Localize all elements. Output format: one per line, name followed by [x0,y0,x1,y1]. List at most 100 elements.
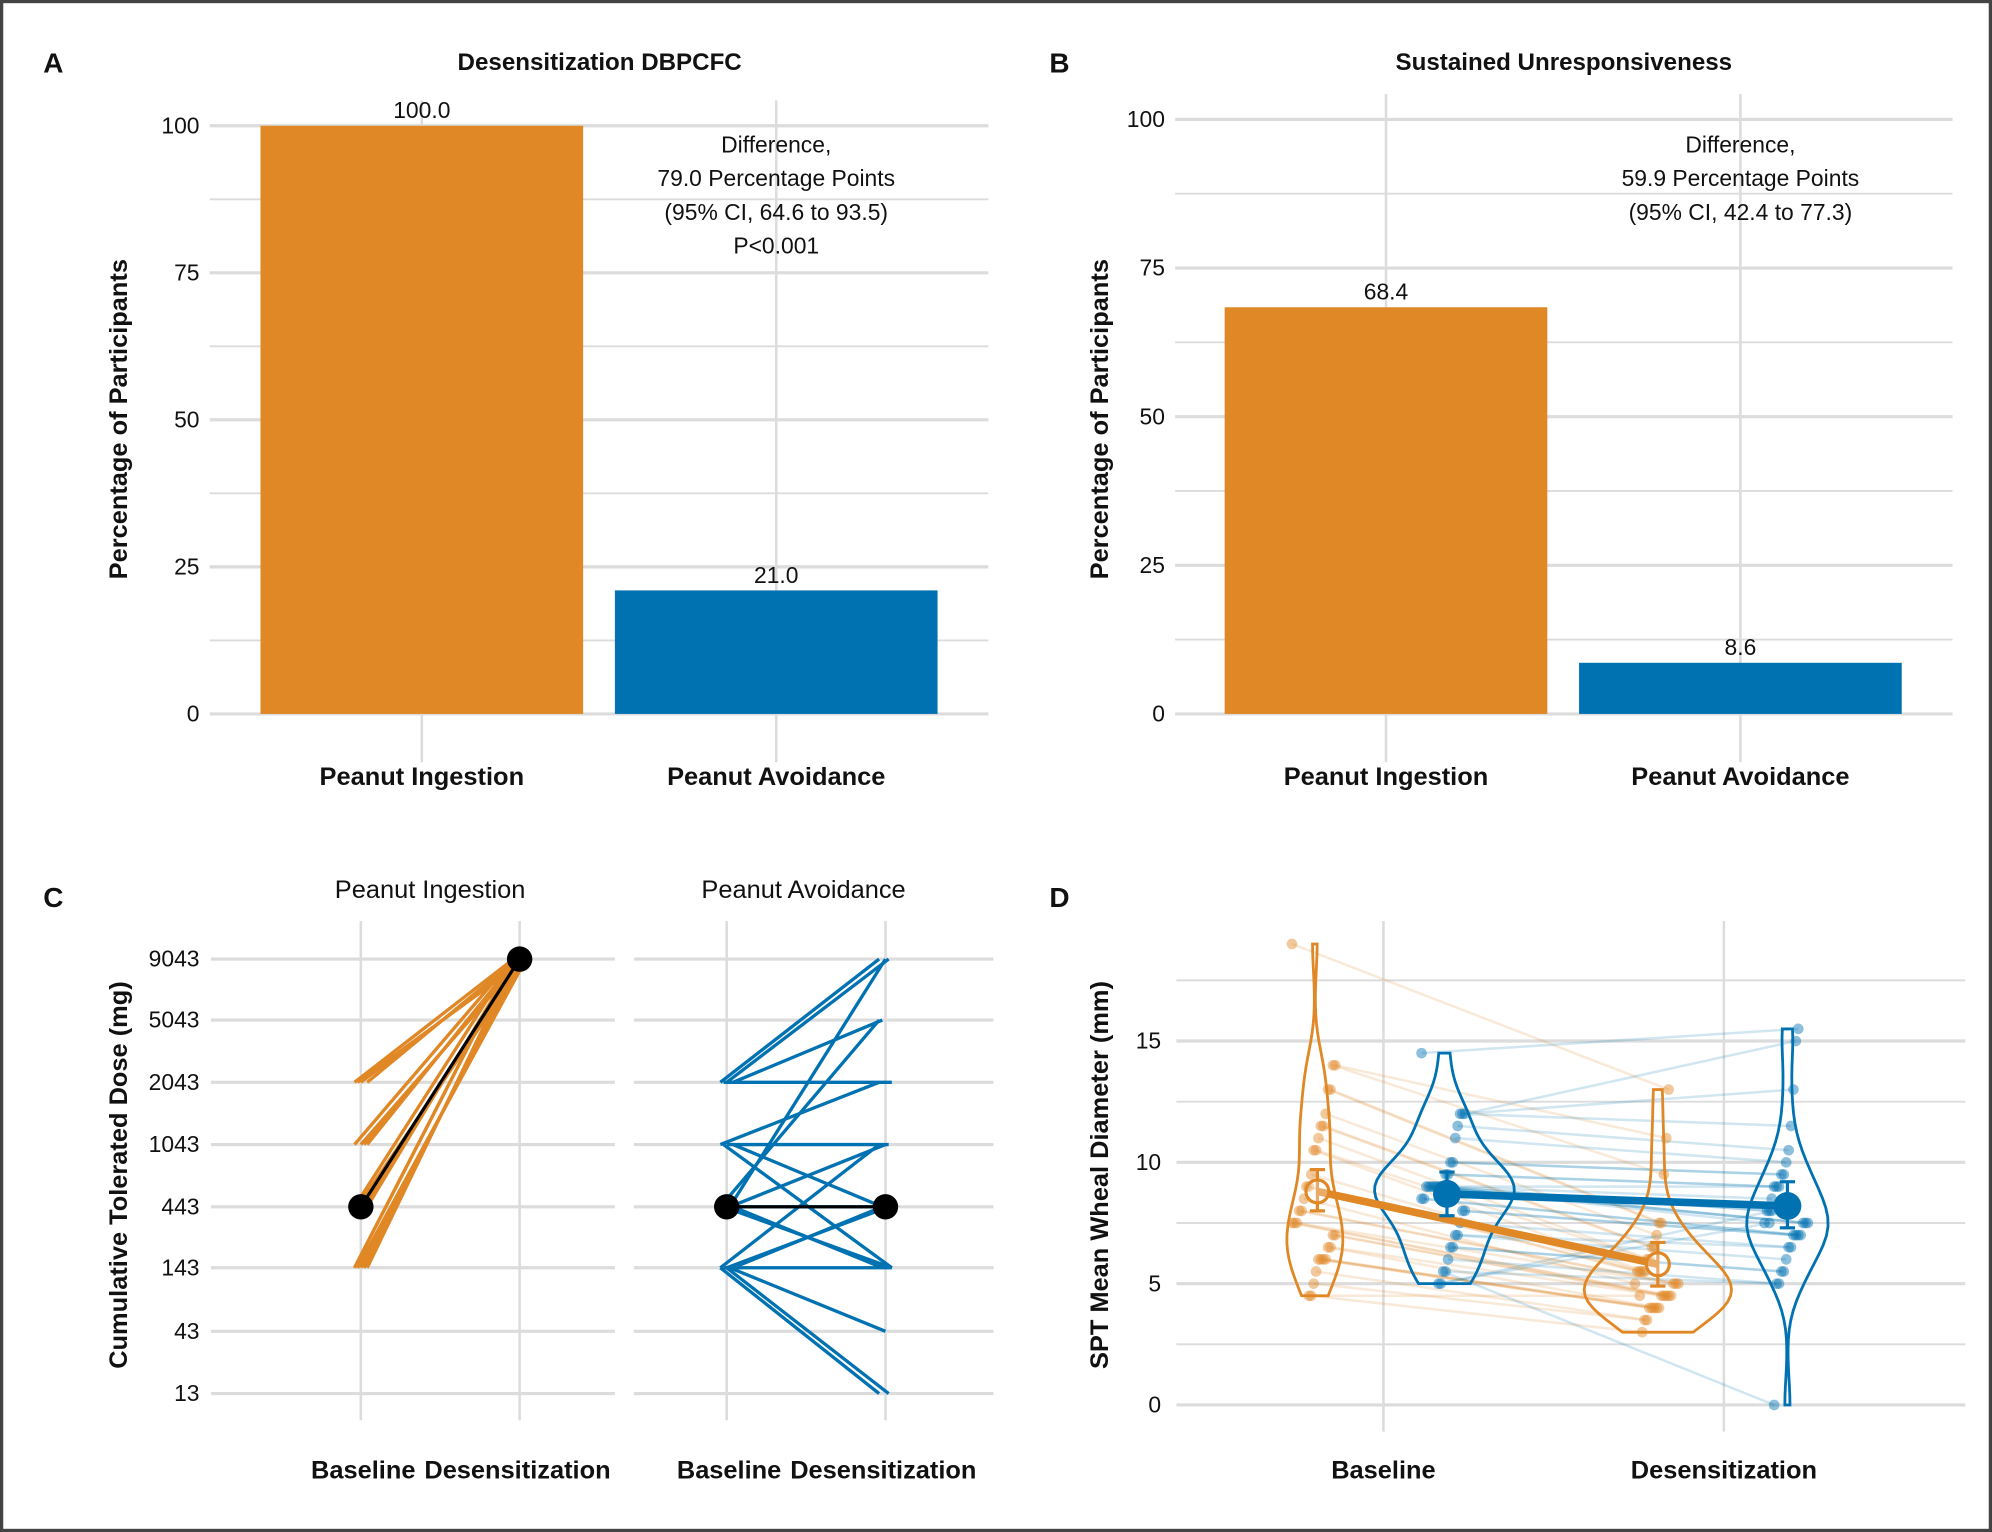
mean-point [1304,1178,1331,1205]
difference-annotation: (95% CI, 42.4 to 77.3) [1629,199,1853,225]
participant-line [1325,1112,1658,1237]
data-point [1416,1193,1427,1205]
panel-title: Desensitization DBPCFC [458,49,742,76]
panel-title: Sustained Unresponsiveness [1396,49,1733,76]
data-point [1778,1266,1790,1277]
data-point [1445,1157,1456,1168]
bar-ingestion [260,125,584,714]
data-point [1651,1302,1662,1314]
data-point [1308,1278,1319,1289]
mean-point [1644,1251,1671,1278]
y-tick-label: 100 [161,112,199,138]
participant-line [1315,1149,1648,1261]
data-point [1660,1290,1672,1302]
data-point [1449,1132,1461,1144]
data-point [1776,1169,1787,1180]
participant-line [719,1266,881,1395]
participant-line [1332,1233,1665,1298]
participant-line [1315,1270,1648,1322]
data-point [1322,1084,1334,1095]
data-point [1636,1326,1648,1338]
difference-annotation: P<0.001 [733,232,819,258]
data-point [1632,1266,1643,1277]
participant-line [729,1143,887,1209]
bar-value-label: 21.0 [754,562,799,588]
participant-line [1462,1209,1794,1237]
y-tick-label: 15 [1136,1028,1161,1054]
participant-line [1325,1258,1657,1310]
data-point [1790,1229,1802,1241]
x-category-label: Peanut Ingestion [1284,763,1489,791]
data-point [1308,1144,1319,1156]
x-category-label: Peanut Avoidance [1631,763,1849,791]
y-tick-label: 100 [1127,106,1165,132]
data-point [1795,1229,1806,1241]
data-point [1313,1132,1324,1144]
data-point [1459,1205,1471,1217]
data-point [1457,1108,1468,1120]
data-point [1435,1278,1447,1289]
participant-line [1291,1221,1669,1298]
data-point [1802,1217,1814,1229]
data-point [1442,1254,1454,1265]
x-category-label: Baseline [311,1457,415,1485]
data-point [1651,1229,1662,1241]
participant-line [1332,1064,1665,1176]
mean-trend-line [1446,1190,1788,1210]
data-point [1780,1157,1792,1168]
y-tick-label: 143 [161,1254,199,1280]
participant-line [725,957,890,1084]
data-point [1646,1241,1658,1253]
data-point [1289,1217,1300,1229]
data-point [1783,1144,1794,1156]
participant-line [1335,1064,1667,1140]
data-point [1773,1278,1785,1289]
difference-annotation: 79.0 Percentage Points [657,165,895,191]
y-tick-label: 13 [174,1380,199,1406]
participant-line [1457,1124,1789,1152]
participant-line [1323,1258,1655,1310]
data-point [1423,1181,1435,1192]
data-point [1452,1120,1463,1132]
data-point [1305,1290,1317,1302]
y-tick-label: 50 [174,406,199,432]
panel-letter-c: C [43,882,63,913]
data-point [1663,1290,1675,1302]
bar-value-label: 100.0 [393,97,450,123]
y-tick-label: 75 [1140,255,1165,281]
data-point [1315,1120,1327,1132]
data-point [1327,1229,1339,1241]
participant-line [362,958,522,1269]
participant-line [1330,1246,1662,1298]
data-point [1797,1217,1809,1229]
median-point [506,946,533,972]
data-point [1764,1217,1775,1229]
participant-line [1313,1282,1645,1322]
x-category-label: Baseline [677,1457,781,1485]
data-point [1636,1266,1648,1277]
panel-letter-b: B [1049,47,1069,78]
participant-line [732,1205,883,1270]
data-point [1644,1302,1655,1314]
y-tick-label: 43 [174,1318,199,1344]
panel-d: 0 5 10 15 Baseline Desensitization SPT Mean Wh… [1086,920,1966,1485]
data-point [1788,1229,1799,1241]
participant-line [1457,1233,1789,1249]
data-point [1433,1278,1444,1289]
data-point [1327,1059,1339,1071]
participant-line [1423,1197,1801,1237]
median-line [359,958,521,1208]
data-point [1658,1290,1670,1302]
data-point [1629,1278,1641,1289]
x-category-label: Peanut Avoidance [667,763,885,791]
bar-avoidance [614,590,938,714]
data-point [1658,1169,1670,1180]
participant-line [719,1018,881,1208]
median-point [713,1194,740,1220]
data-point [1653,1302,1665,1314]
panel-a: 0 25 50 75 100 100.0 Peanut Ingestion 21.0 Peanu… [105,49,989,791]
data-point [1322,1241,1334,1253]
data-point [1317,1254,1329,1265]
participant-line [1327,1246,1660,1310]
data-point [1315,1254,1327,1265]
